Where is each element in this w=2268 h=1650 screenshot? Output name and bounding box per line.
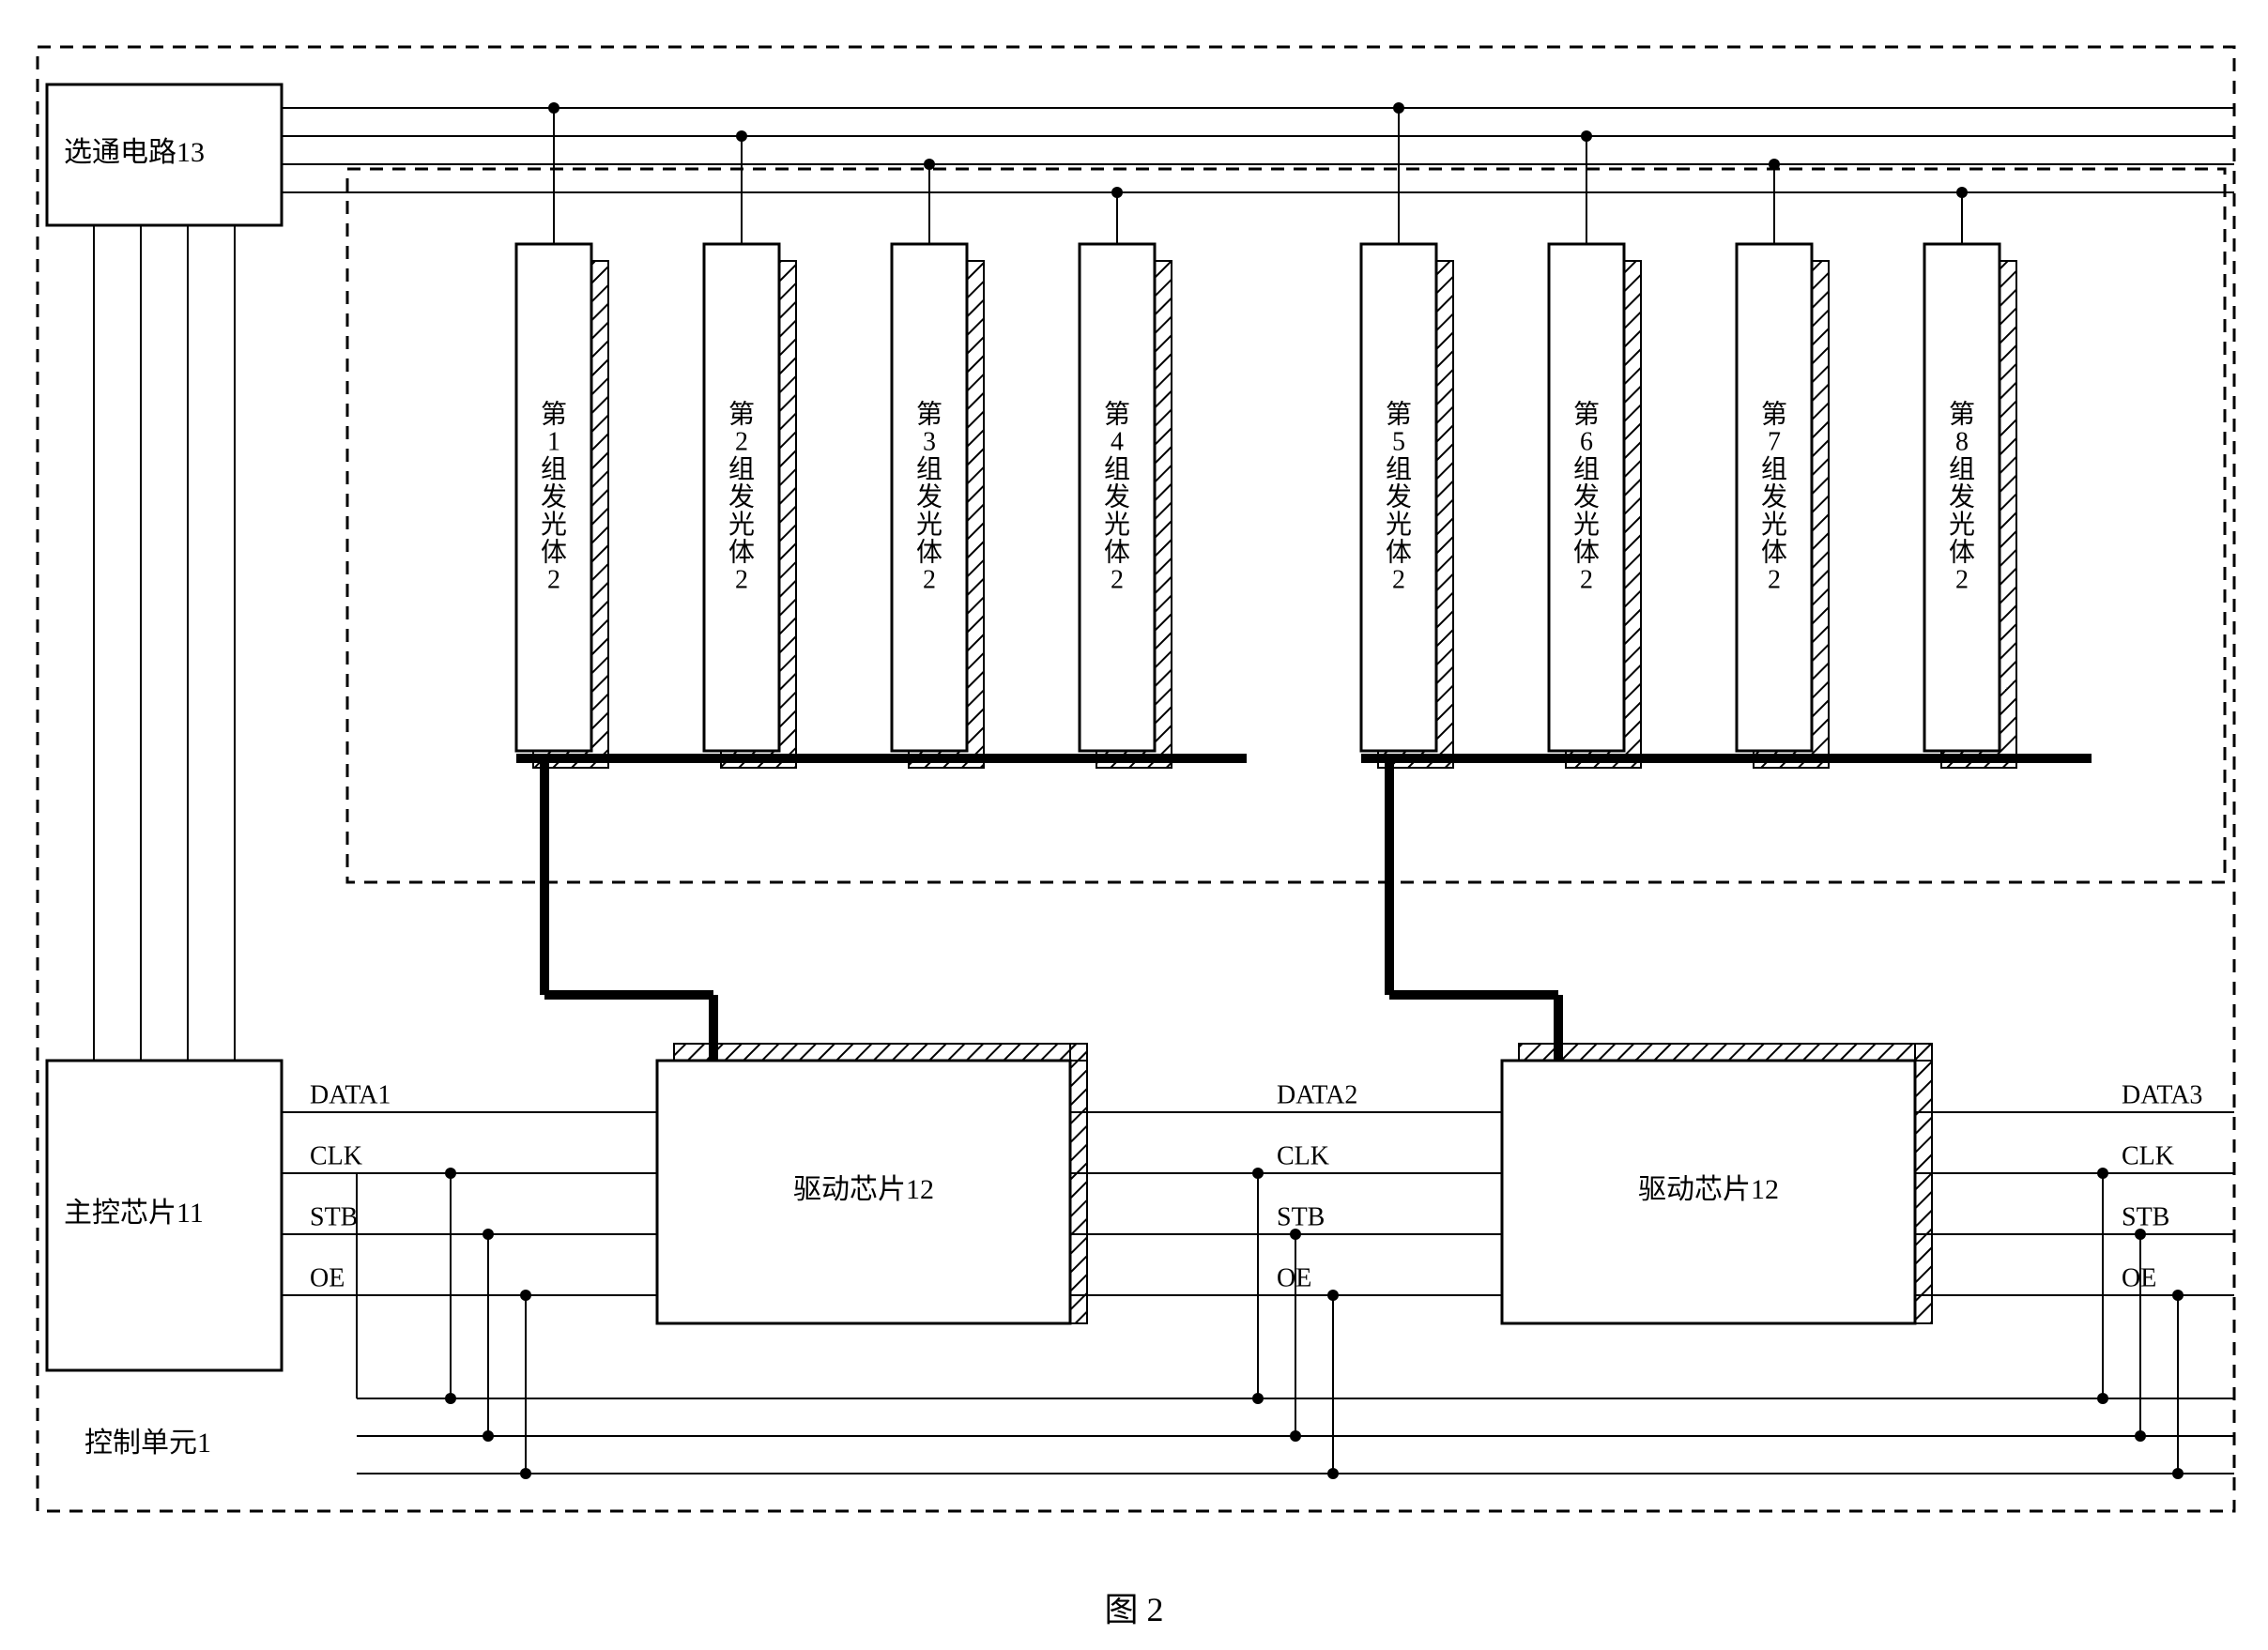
svg-text:3: 3 — [923, 428, 936, 457]
diagram-canvas: 选通电路13主控芯片11控制单元1第1组发光体2第2组发光体2第3组发光体2第4… — [0, 0, 2268, 1650]
svg-text:OE: OE — [310, 1263, 345, 1292]
svg-text:第: 第 — [1761, 399, 1787, 429]
svg-text:组: 组 — [1104, 454, 1130, 484]
svg-text:发: 发 — [1104, 482, 1130, 512]
svg-text:STB: STB — [1277, 1202, 1325, 1231]
svg-text:第: 第 — [728, 399, 755, 429]
svg-text:第: 第 — [1104, 399, 1130, 429]
svg-text:组: 组 — [728, 454, 755, 484]
svg-text:DATA1: DATA1 — [310, 1080, 391, 1109]
svg-text:CLK: CLK — [1277, 1141, 1329, 1170]
svg-text:发: 发 — [541, 482, 567, 512]
svg-text:6: 6 — [1580, 428, 1593, 457]
svg-text:光: 光 — [916, 510, 942, 540]
svg-text:DATA2: DATA2 — [1277, 1080, 1357, 1109]
svg-text:发: 发 — [916, 482, 942, 512]
svg-text:STB: STB — [310, 1202, 358, 1231]
figure-caption: 图 2 — [1104, 1582, 1163, 1631]
svg-text:体: 体 — [728, 537, 755, 567]
svg-text:第: 第 — [1949, 399, 1975, 429]
svg-text:发: 发 — [728, 482, 755, 512]
svg-text:5: 5 — [1392, 428, 1405, 457]
svg-text:组: 组 — [1573, 454, 1600, 484]
svg-text:2: 2 — [735, 566, 748, 595]
svg-text:第: 第 — [1386, 399, 1412, 429]
svg-text:第: 第 — [541, 399, 567, 429]
svg-text:8: 8 — [1955, 428, 1969, 457]
svg-text:OE: OE — [1277, 1263, 1311, 1292]
svg-text:组: 组 — [916, 454, 942, 484]
svg-text:光: 光 — [541, 510, 567, 540]
svg-text:CLK: CLK — [2122, 1141, 2174, 1170]
svg-text:2: 2 — [547, 566, 560, 595]
svg-text:光: 光 — [1104, 510, 1130, 540]
svg-text:CLK: CLK — [310, 1141, 362, 1170]
svg-text:2: 2 — [1580, 566, 1593, 595]
svg-text:组: 组 — [1386, 454, 1412, 484]
svg-text:2: 2 — [923, 566, 936, 595]
svg-text:发: 发 — [1573, 482, 1600, 512]
svg-text:体: 体 — [1949, 537, 1975, 567]
svg-text:组: 组 — [541, 454, 567, 484]
svg-text:光: 光 — [1386, 510, 1412, 540]
svg-text:主控芯片11: 主控芯片11 — [64, 1198, 204, 1229]
svg-text:选通电路13: 选通电路13 — [64, 137, 205, 168]
svg-text:第: 第 — [1573, 399, 1600, 429]
svg-text:2: 2 — [1955, 566, 1969, 595]
svg-text:第: 第 — [916, 399, 942, 429]
svg-text:驱动芯片12: 驱动芯片12 — [793, 1174, 934, 1205]
svg-text:DATA3: DATA3 — [2122, 1080, 2202, 1109]
svg-text:发: 发 — [1761, 482, 1787, 512]
svg-text:组: 组 — [1761, 454, 1787, 484]
svg-text:4: 4 — [1111, 428, 1124, 457]
svg-text:7: 7 — [1768, 428, 1781, 457]
svg-text:2: 2 — [1392, 566, 1405, 595]
svg-text:STB: STB — [2122, 1202, 2169, 1231]
svg-text:体: 体 — [1386, 537, 1412, 567]
svg-text:体: 体 — [1761, 537, 1787, 567]
svg-text:2: 2 — [1768, 566, 1781, 595]
svg-text:OE: OE — [2122, 1263, 2156, 1292]
svg-text:组: 组 — [1949, 454, 1975, 484]
svg-text:体: 体 — [916, 537, 942, 567]
svg-text:发: 发 — [1386, 482, 1412, 512]
svg-text:1: 1 — [547, 428, 560, 457]
svg-text:驱动芯片12: 驱动芯片12 — [1638, 1174, 1779, 1205]
svg-text:光: 光 — [1573, 510, 1600, 540]
svg-text:体: 体 — [1104, 537, 1130, 567]
svg-text:体: 体 — [1573, 537, 1600, 567]
svg-text:控制单元1: 控制单元1 — [84, 1428, 211, 1459]
svg-text:2: 2 — [735, 428, 748, 457]
svg-text:光: 光 — [1949, 510, 1975, 540]
svg-text:发: 发 — [1949, 482, 1975, 512]
svg-text:2: 2 — [1111, 566, 1124, 595]
svg-text:体: 体 — [541, 537, 567, 567]
svg-text:光: 光 — [1761, 510, 1787, 540]
svg-text:光: 光 — [728, 510, 755, 540]
